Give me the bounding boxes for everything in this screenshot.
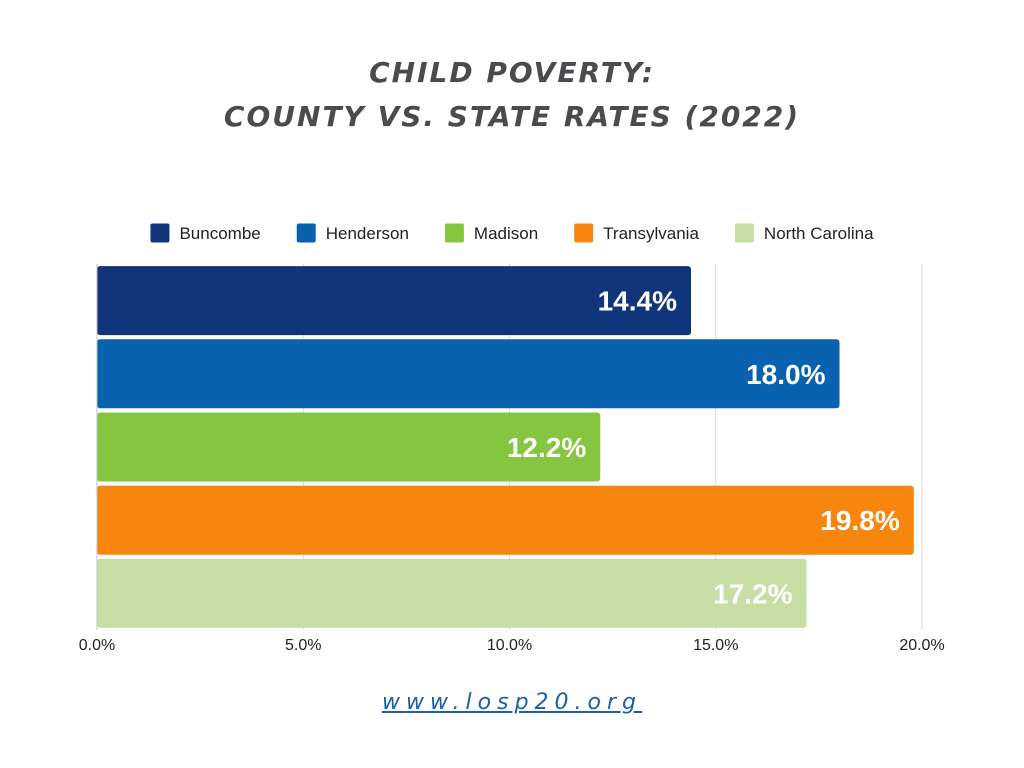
- legend-swatch: [574, 223, 594, 243]
- bar-madison: [97, 412, 601, 482]
- legend-item: Buncombe: [150, 223, 261, 243]
- bar-north-carolina: [97, 558, 807, 628]
- x-tick-label: 5.0%: [285, 637, 321, 654]
- legend-label: Transylvania: [603, 224, 699, 243]
- legend-item: Transylvania: [574, 223, 699, 243]
- legend-item: Henderson: [296, 223, 409, 243]
- footer-link[interactable]: www.losp20.org: [0, 690, 1024, 715]
- legend-label: Henderson: [326, 224, 409, 243]
- legend-swatch: [444, 223, 464, 243]
- bar-data-label: 19.8%: [820, 505, 899, 536]
- legend-item: North Carolina: [734, 223, 874, 243]
- x-tick-label: 10.0%: [487, 637, 532, 654]
- legend-label: Madison: [474, 224, 538, 243]
- legend-label: North Carolina: [764, 224, 874, 243]
- x-tick-label: 15.0%: [693, 637, 738, 654]
- bar-buncombe: [97, 266, 691, 336]
- legend-swatch: [296, 223, 316, 243]
- bar-data-label: 14.4%: [598, 286, 677, 317]
- chart-title-line-1: CHILD POVERTY:: [369, 56, 655, 89]
- legend-label: Buncombe: [179, 224, 260, 243]
- legend-item: Madison: [444, 223, 538, 243]
- bar-data-label: 17.2%: [713, 578, 792, 609]
- legend-swatch: [150, 223, 170, 243]
- footer-link-text[interactable]: www.losp20.org: [381, 690, 643, 715]
- chart-title-line-2: COUNTY VS. STATE RATES (2022): [223, 100, 801, 133]
- bar-transylvania: [97, 485, 914, 555]
- legend-swatch: [734, 223, 754, 243]
- x-tick-label: 0.0%: [79, 637, 115, 654]
- x-tick-label: 20.0%: [899, 637, 944, 654]
- bar-henderson: [97, 339, 840, 409]
- bar-data-label: 12.2%: [507, 432, 586, 463]
- bar-data-label: 18.0%: [746, 359, 825, 390]
